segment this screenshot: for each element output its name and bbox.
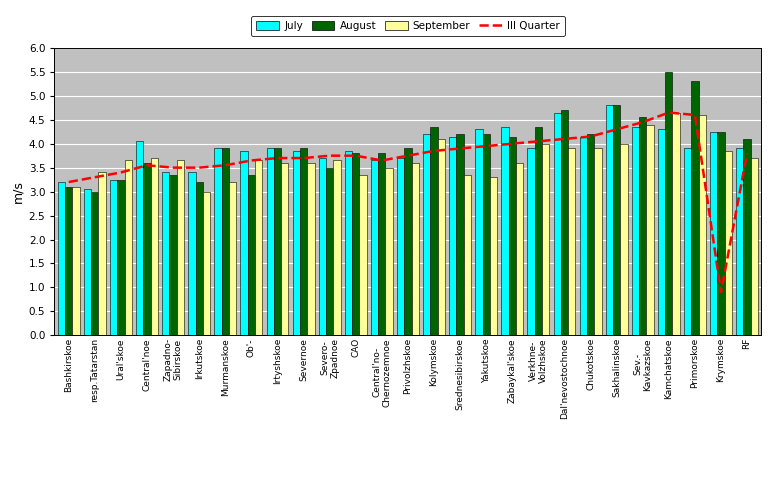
Bar	[274, 148, 281, 335]
Bar	[352, 153, 360, 335]
Bar	[72, 187, 80, 335]
Bar	[553, 113, 561, 335]
Bar	[281, 163, 288, 335]
Bar	[345, 151, 352, 335]
Bar	[632, 127, 639, 335]
Bar	[516, 163, 523, 335]
Bar	[267, 148, 274, 335]
Bar	[255, 160, 263, 335]
Bar	[385, 168, 393, 335]
Bar	[620, 144, 628, 335]
Bar	[196, 182, 203, 335]
Bar	[744, 139, 751, 335]
Bar	[371, 160, 378, 335]
Bar	[528, 148, 535, 335]
Bar	[423, 134, 430, 335]
Bar	[229, 182, 236, 335]
Bar	[293, 151, 300, 335]
Bar	[449, 137, 456, 335]
Bar	[490, 177, 497, 335]
Bar	[319, 158, 326, 335]
Bar	[84, 189, 91, 335]
Bar	[710, 132, 717, 335]
Bar	[110, 180, 117, 335]
Bar	[717, 132, 725, 335]
Y-axis label: m/s: m/s	[12, 180, 25, 203]
Bar	[692, 81, 699, 335]
Bar	[658, 129, 665, 335]
Bar	[587, 134, 594, 335]
Bar	[736, 148, 744, 335]
Bar	[151, 158, 158, 335]
Bar	[333, 160, 340, 335]
Bar	[397, 158, 404, 335]
Bar	[535, 127, 542, 335]
Bar	[561, 110, 568, 335]
Bar	[91, 192, 99, 335]
Bar	[476, 129, 483, 335]
Bar	[99, 172, 106, 335]
Bar	[144, 163, 151, 335]
Bar	[65, 187, 72, 335]
Bar	[326, 168, 333, 335]
Bar	[300, 148, 307, 335]
Legend: July, August, September, III Quarter: July, August, September, III Quarter	[251, 16, 565, 36]
Bar	[725, 151, 732, 335]
Bar	[169, 175, 176, 335]
Bar	[57, 182, 65, 335]
Bar	[360, 175, 367, 335]
Bar	[568, 148, 576, 335]
Bar	[672, 113, 680, 335]
Bar	[162, 172, 169, 335]
Bar	[117, 180, 124, 335]
Bar	[594, 148, 601, 335]
Bar	[483, 134, 490, 335]
Bar	[307, 163, 315, 335]
Bar	[509, 137, 516, 335]
Bar	[221, 148, 229, 335]
Bar	[124, 160, 132, 335]
Bar	[665, 72, 672, 335]
Bar	[136, 141, 144, 335]
Bar	[248, 175, 255, 335]
Bar	[430, 127, 437, 335]
Bar	[214, 148, 221, 335]
Bar	[203, 192, 210, 335]
Bar	[751, 158, 758, 335]
Bar	[378, 153, 385, 335]
Bar	[542, 144, 549, 335]
Bar	[699, 115, 706, 335]
Bar	[188, 172, 196, 335]
Bar	[464, 175, 471, 335]
Bar	[437, 139, 445, 335]
Bar	[412, 163, 419, 335]
Bar	[606, 105, 613, 335]
Bar	[684, 148, 692, 335]
Bar	[646, 125, 653, 335]
Bar	[456, 134, 464, 335]
Bar	[404, 148, 412, 335]
Bar	[240, 151, 248, 335]
Bar	[613, 105, 620, 335]
Bar	[501, 127, 509, 335]
Bar	[176, 160, 184, 335]
Bar	[580, 137, 587, 335]
Bar	[639, 117, 646, 335]
